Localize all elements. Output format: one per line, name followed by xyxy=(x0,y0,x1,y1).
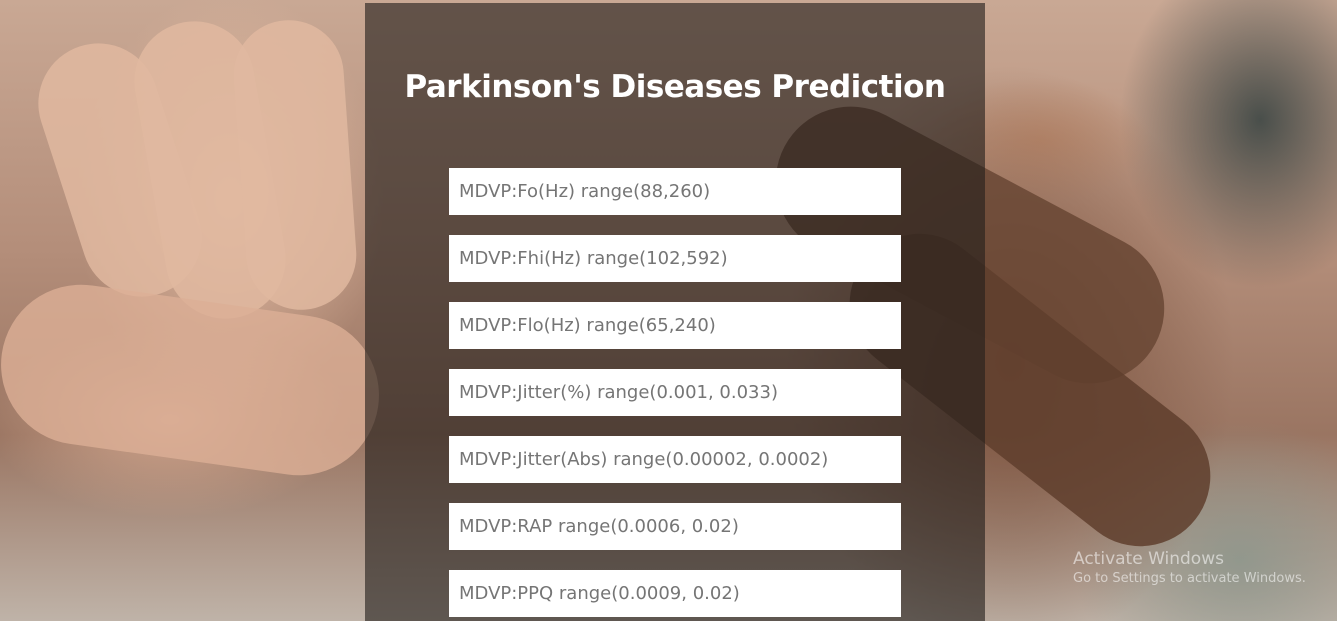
watermark-subtitle: Go to Settings to activate Windows. xyxy=(1073,571,1306,586)
jitter-abs-input[interactable] xyxy=(449,436,901,483)
prediction-form xyxy=(449,168,901,637)
jitter-percent-input[interactable] xyxy=(449,369,901,416)
activate-windows-watermark: Activate Windows Go to Settings to activ… xyxy=(1073,548,1306,588)
page-title: Parkinson's Diseases Prediction xyxy=(404,69,946,105)
rap-input[interactable] xyxy=(449,503,901,550)
flo-hz-input[interactable] xyxy=(449,302,901,349)
fo-hz-input[interactable] xyxy=(449,168,901,215)
prediction-form-panel: Parkinson's Diseases Prediction xyxy=(365,3,985,621)
fhi-hz-input[interactable] xyxy=(449,235,901,282)
watermark-title: Activate Windows xyxy=(1073,549,1224,569)
ppq-input[interactable] xyxy=(449,570,901,617)
